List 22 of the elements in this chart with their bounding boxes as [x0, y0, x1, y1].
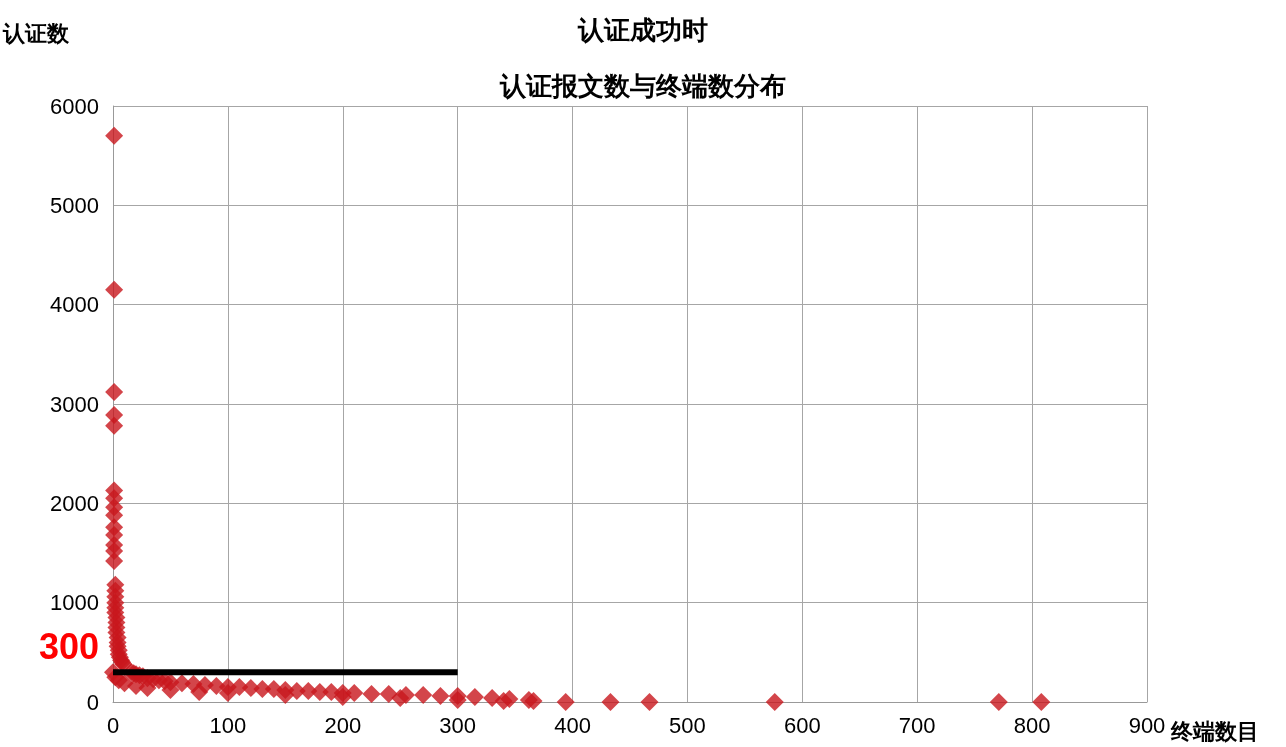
x-tick-label: 400	[554, 712, 591, 738]
x-tick-label: 600	[783, 712, 821, 738]
x-tick-label: 700	[898, 712, 936, 738]
x-tick-label: 500	[669, 712, 706, 738]
y-tick-label: 3000	[50, 391, 99, 417]
x-tick-label: 200	[324, 712, 362, 738]
y-tick-label: 5000	[50, 192, 99, 218]
y-tick-label: 0	[86, 689, 99, 715]
y-axis-title: 认证数	[2, 20, 70, 46]
y-tick-label: 2000	[50, 490, 99, 516]
x-tick-label: 300	[439, 712, 477, 738]
x-axis-title: 终端数目	[1170, 718, 1260, 744]
x-tick-label: 900	[1128, 712, 1166, 738]
annotation: 300	[38, 625, 99, 667]
y-tick-label: 1000	[50, 590, 99, 616]
x-tick-label: 800	[1013, 712, 1051, 738]
x-tick-label: 0	[106, 712, 120, 738]
y-tick-label: 6000	[50, 93, 99, 119]
y-tick-label: 4000	[50, 292, 99, 318]
x-tick-label: 100	[209, 712, 247, 738]
chart-subtitle: 认证报文数与终端数分布	[499, 71, 786, 101]
chart-title: 认证成功时	[577, 15, 708, 45]
